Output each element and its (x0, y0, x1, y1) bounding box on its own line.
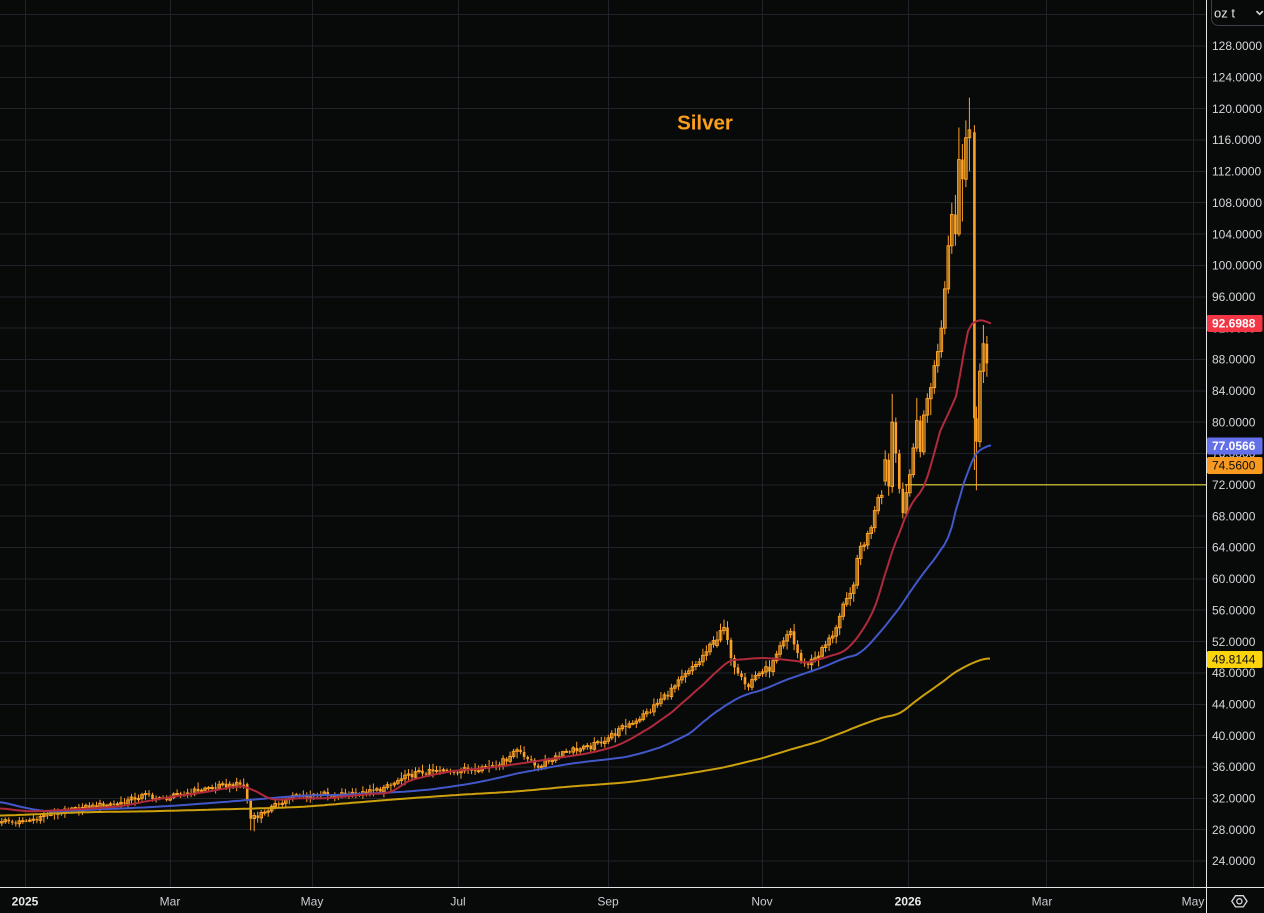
svg-text:74.5600: 74.5600 (1212, 459, 1256, 473)
svg-text:68.0000: 68.0000 (1212, 509, 1256, 523)
svg-text:120.0000: 120.0000 (1212, 102, 1262, 116)
svg-text:May: May (1182, 895, 1205, 909)
svg-text:28.0000: 28.0000 (1212, 823, 1256, 837)
svg-text:36.0000: 36.0000 (1212, 760, 1256, 774)
svg-text:116.0000: 116.0000 (1212, 133, 1261, 147)
svg-text:88.0000: 88.0000 (1212, 353, 1256, 367)
svg-text:77.0566: 77.0566 (1212, 439, 1256, 453)
svg-text:96.0000: 96.0000 (1212, 290, 1256, 304)
svg-text:80.0000: 80.0000 (1212, 415, 1256, 429)
svg-text:24.0000: 24.0000 (1212, 854, 1256, 868)
svg-text:52.0000: 52.0000 (1212, 635, 1256, 649)
svg-text:2026: 2026 (895, 895, 922, 909)
svg-text:2025: 2025 (12, 895, 39, 909)
svg-text:Silver: Silver (677, 112, 733, 135)
svg-text:72.0000: 72.0000 (1212, 478, 1256, 492)
svg-text:112.0000: 112.0000 (1212, 165, 1261, 179)
svg-text:108.0000: 108.0000 (1212, 196, 1262, 210)
svg-text:128.0000: 128.0000 (1212, 39, 1262, 53)
svg-text:64.0000: 64.0000 (1212, 541, 1256, 555)
svg-text:44.0000: 44.0000 (1212, 698, 1256, 712)
svg-text:60.0000: 60.0000 (1212, 572, 1256, 586)
svg-text:Mar: Mar (160, 895, 181, 909)
svg-text:104.0000: 104.0000 (1212, 227, 1262, 241)
svg-text:84.0000: 84.0000 (1212, 384, 1256, 398)
svg-text:May: May (301, 895, 324, 909)
svg-text:100.0000: 100.0000 (1212, 259, 1262, 273)
svg-text:48.0000: 48.0000 (1212, 666, 1256, 680)
svg-text:56.0000: 56.0000 (1212, 603, 1256, 617)
svg-text:40.0000: 40.0000 (1212, 729, 1256, 743)
svg-text:92.6988: 92.6988 (1212, 317, 1256, 331)
svg-text:124.0000: 124.0000 (1212, 71, 1262, 85)
svg-text:Jul: Jul (450, 895, 465, 909)
svg-text:Sep: Sep (597, 895, 619, 909)
svg-text:oz t: oz t (1214, 6, 1235, 21)
svg-text:Nov: Nov (751, 895, 772, 909)
svg-text:49.8144: 49.8144 (1212, 653, 1256, 667)
svg-text:Mar: Mar (1032, 895, 1053, 909)
svg-text:32.0000: 32.0000 (1212, 792, 1256, 806)
